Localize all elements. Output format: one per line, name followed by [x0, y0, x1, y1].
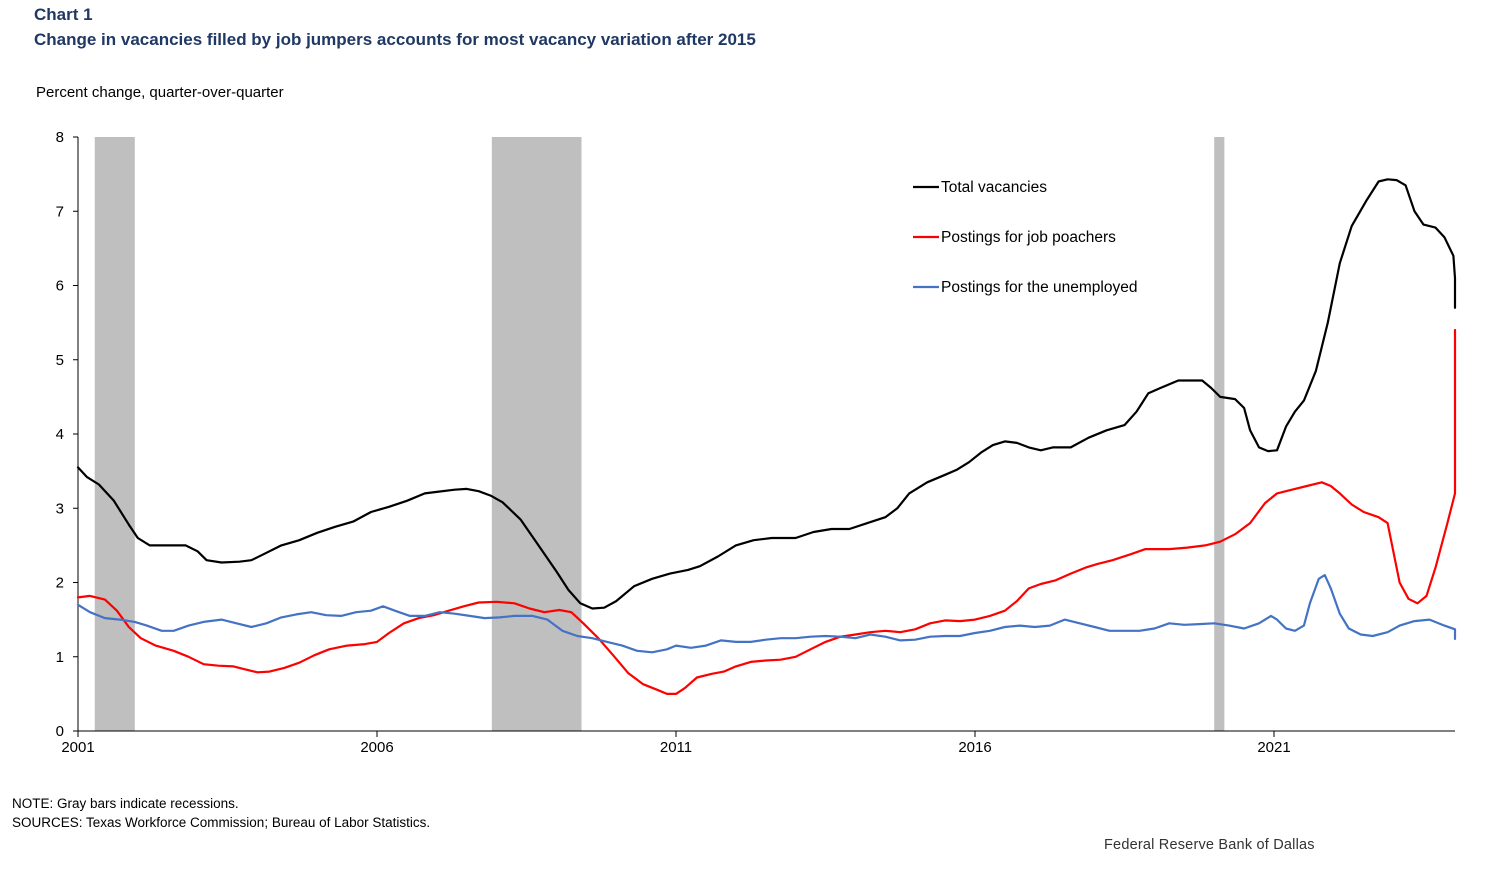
- recession-bar-2: [491, 137, 582, 731]
- y-tick-label: 3: [56, 500, 64, 517]
- series-line-2: [76, 328, 1457, 695]
- x-ticks: 2001 2006 2011 2016 2021: [61, 731, 1291, 756]
- recession-bar-1: [94, 137, 135, 731]
- legend-label-2: Postings for job poachers: [941, 229, 1116, 246]
- y-tick-label: 6: [56, 278, 64, 295]
- legend: Total vacancies Postings for job poachers…: [913, 179, 1137, 296]
- y-tick-label: 7: [56, 203, 64, 220]
- x-tick-label: 2006: [360, 739, 393, 756]
- y-tick-label: 1: [56, 649, 64, 666]
- x-tick-label: 2001: [61, 739, 94, 756]
- y-tick-label: 0: [56, 723, 64, 740]
- x-tick-label: 2016: [958, 739, 991, 756]
- chart-title: Change in vacancies filled by job jumper…: [34, 30, 756, 49]
- series-line-3: [76, 574, 1457, 654]
- chart-label: Chart 1: [34, 5, 93, 24]
- y-tick-label: 2: [56, 575, 64, 592]
- x-tick-label: 2021: [1257, 739, 1290, 756]
- note-text: NOTE: Gray bars indicate recessions.: [12, 796, 239, 811]
- y-ticks: 0 1 2 3 4 5 6 7 8: [56, 129, 78, 740]
- x-tick-label: 2011: [660, 739, 692, 756]
- credit-text: Federal Reserve Bank of Dallas: [1104, 837, 1315, 853]
- series-line-1: [76, 178, 1457, 610]
- recession-bar-3: [1214, 137, 1225, 731]
- series-lines: [76, 178, 1457, 695]
- y-tick-label: 5: [56, 352, 64, 369]
- recession-bars: [94, 137, 1225, 731]
- legend-label-1: Total vacancies: [941, 179, 1047, 196]
- axes: [77, 137, 1455, 732]
- y-tick-label: 4: [56, 426, 64, 443]
- y-axis-label: Percent change, quarter-over-quarter: [36, 84, 284, 101]
- y-tick-label: 8: [56, 129, 64, 146]
- sources-text: SOURCES: Texas Workforce Commission; Bur…: [12, 815, 431, 830]
- legend-label-3: Postings for the unemployed: [941, 279, 1137, 296]
